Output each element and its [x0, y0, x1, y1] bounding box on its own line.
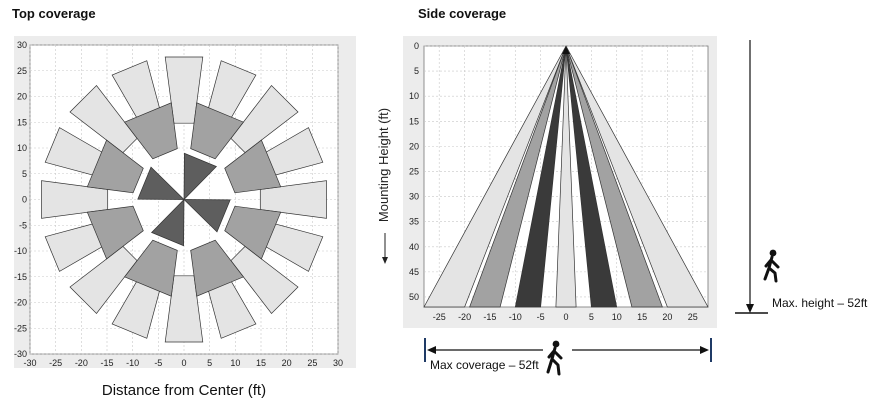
top-y-tick-label: -25	[14, 323, 27, 333]
side-x-tick-label: 20	[662, 312, 672, 322]
side-x-tick-label: -25	[433, 312, 446, 322]
top-x-tick-label: 25	[307, 358, 317, 368]
coverage-lobe-middle	[124, 102, 178, 160]
top-x-axis-label: Distance from Center (ft)	[102, 382, 266, 399]
top-y-tick-label: -30	[14, 349, 27, 359]
coverage-lobe-middle	[190, 239, 244, 297]
top-y-tick-label: -10	[14, 246, 27, 256]
side-coverage-title: Side coverage	[418, 6, 507, 21]
top-x-tick-label: -15	[100, 358, 113, 368]
top-y-tick-label: 5	[22, 169, 27, 179]
top-x-tick-label: 0	[181, 358, 186, 368]
top-x-tick-label: -5	[154, 358, 162, 368]
side-x-tick-label: 15	[637, 312, 647, 322]
max-coverage-label: Max coverage – 52ft	[430, 358, 539, 372]
coverage-lobe-middle	[224, 205, 282, 260]
side-y-tick-label: 30	[409, 192, 419, 202]
top-y-tick-label: -15	[14, 272, 27, 282]
top-x-tick-label: 30	[333, 358, 343, 368]
side-x-tick-label: -5	[537, 312, 545, 322]
sensor-apex-marker	[562, 47, 570, 54]
top-x-tick-label: -20	[75, 358, 88, 368]
side-x-tick-label: -15	[483, 312, 496, 322]
side-y-tick-label: 0	[414, 41, 419, 51]
side-y-tick-label: 35	[409, 217, 419, 227]
coverage-beam	[423, 45, 567, 308]
top-coverage-title: Top coverage	[12, 6, 96, 21]
top-y-tick-label: 15	[17, 117, 27, 127]
coverage-lobe-outer	[230, 245, 299, 315]
top-x-tick-label: -25	[49, 358, 62, 368]
top-coverage-chart: -30 -25 -20 -15 -10 -5 0 5 10 15 20 25 30 -30-25-20-…	[14, 36, 356, 399]
coverage-lobe-outer	[41, 180, 109, 219]
max-height-label: Max. height – 52ft	[772, 296, 868, 310]
coverage-beam	[565, 45, 663, 308]
side-y-tick-label: 25	[409, 166, 419, 176]
coverage-beam	[565, 45, 618, 308]
top-y-tick-labels: -30 -25 -20 -15 -10 -5 0 5 10 15 20 25 30	[14, 40, 27, 359]
top-y-tick-label: 25	[17, 66, 27, 76]
side-y-tick-labels: 0 5 10 15 20 25 30 35 40 45 50	[409, 41, 419, 302]
coverage-lobe-middle	[86, 139, 144, 194]
side-y-tick-label: 5	[414, 66, 419, 76]
coverage-lobe-inner	[183, 152, 218, 201]
side-x-tick-label: -10	[509, 312, 522, 322]
side-y-tick-label: 50	[409, 292, 419, 302]
side-y-tick-label: 10	[409, 91, 419, 101]
top-x-tick-labels: -30 -25 -20 -15 -10 -5 0 5 10 15 20 25 30	[23, 358, 343, 368]
coverage-lobe-inner	[183, 199, 231, 233]
side-x-tick-label: 0	[563, 312, 568, 322]
top-x-tick-label: -30	[23, 358, 36, 368]
top-y-tick-label: 20	[17, 92, 27, 102]
side-x-tick-label: -20	[458, 312, 471, 322]
top-y-tick-label: 10	[17, 143, 27, 153]
coverage-lobe-inner	[137, 166, 185, 200]
coverage-beam	[565, 45, 709, 308]
top-y-tick-label: 30	[17, 40, 27, 50]
coverage-lobe-outer	[69, 245, 138, 315]
top-y-tick-label: -5	[19, 220, 27, 230]
coverage-lobe-outer	[164, 275, 204, 343]
side-y-tick-label: 45	[409, 267, 419, 277]
coverage-lobe-middle	[124, 239, 178, 297]
coverage-lobe-outer	[164, 56, 204, 124]
side-x-tick-label: 10	[612, 312, 622, 322]
walking-person-icon	[763, 249, 780, 283]
side-x-tick-label: 25	[688, 312, 698, 322]
coverage-lobe-outer	[230, 84, 299, 154]
top-x-tick-label: 15	[256, 358, 266, 368]
side-x-tick-labels: -25 -20 -15 -10 -5 0 5 10 15 20 25	[433, 312, 698, 322]
side-y-tick-label: 20	[409, 141, 419, 151]
top-x-tick-label: -10	[126, 358, 139, 368]
side-y-tick-label: 40	[409, 242, 419, 252]
max-height-indicator	[735, 40, 768, 314]
top-x-tick-label: 10	[230, 358, 240, 368]
coverage-beam	[469, 45, 567, 308]
coverage-lobe-middle	[224, 139, 282, 194]
side-y-tick-label: 15	[409, 116, 419, 126]
top-coverage-lobes	[41, 56, 327, 343]
side-coverage-chart: -25 -20 -15 -10 -5 0 5 10 15 20 25 0 5 10 15 20 25 30 35 4…	[376, 36, 868, 376]
coverage-lobe-inner	[150, 198, 185, 247]
walking-person-icon	[546, 340, 563, 376]
coverage-lobe-outer	[69, 84, 138, 154]
arrow-down-icon	[382, 233, 388, 264]
side-y-axis-label: Mounting Height (ft)	[376, 108, 391, 222]
coverage-lobe-outer	[259, 180, 327, 219]
top-x-tick-label: 20	[282, 358, 292, 368]
coverage-beam	[514, 45, 567, 308]
top-y-tick-label: 0	[22, 195, 27, 205]
top-y-tick-label: -20	[14, 298, 27, 308]
side-x-tick-label: 5	[589, 312, 594, 322]
side-coverage-beams	[423, 45, 709, 308]
coverage-beam	[555, 45, 577, 308]
coverage-lobe-middle	[86, 205, 144, 260]
top-x-tick-label: 5	[207, 358, 212, 368]
coverage-lobe-middle	[190, 102, 244, 160]
max-coverage-indicator	[424, 338, 712, 362]
